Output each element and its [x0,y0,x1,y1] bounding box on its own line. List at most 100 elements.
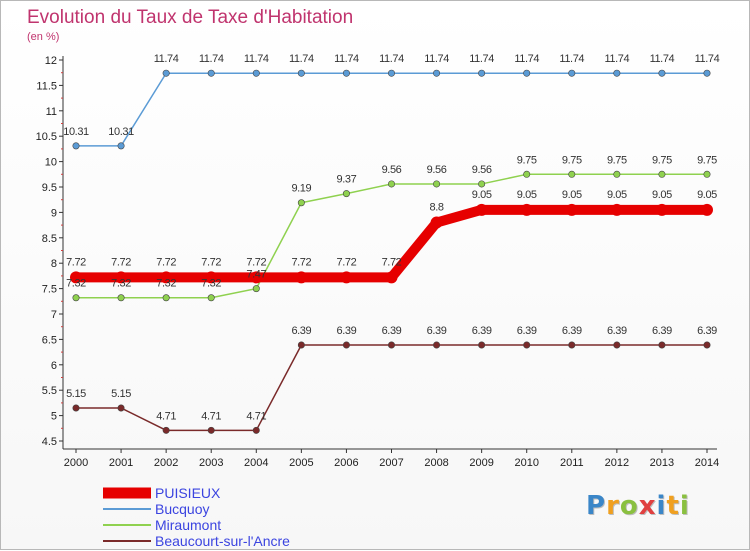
data-point [342,69,350,77]
data-label: 7.72 [111,256,131,268]
y-tick-label: 5.5 [42,385,57,397]
data-point [162,69,170,77]
data-point [703,69,711,77]
y-tick-label: 7.5 [42,284,57,296]
data-label: 9.75 [607,154,627,166]
data-label: 7.32 [111,278,131,290]
data-point [70,271,82,284]
data-point [297,69,305,77]
chart-subtitle: (en %) [27,31,60,43]
data-label: 4.71 [246,410,266,422]
data-point [478,180,486,188]
data-label: 11.74 [695,53,720,65]
logo-letter: i [679,491,690,521]
x-tick-label: 2010 [514,457,538,469]
legend-label: Beaucourt-sur-l'Ancre [155,533,290,549]
data-label: 6.39 [562,325,582,337]
y-tick-label: 9 [51,207,57,219]
data-point [658,170,666,178]
legend-label: Miraumont [155,517,222,533]
data-label: 9.05 [697,189,717,201]
data-label: 9.05 [652,189,672,201]
data-label: 9.05 [517,189,537,201]
data-label: 11.74 [244,53,269,65]
data-point [568,170,576,178]
data-point [162,294,170,302]
data-label: 4.71 [156,410,176,422]
legend-swatch [103,540,151,542]
logo-letter: r [606,491,620,521]
data-label: 9.75 [562,154,582,166]
data-point [610,203,623,216]
y-tick-label: 10 [45,157,57,169]
y-tick-label: 5 [51,411,57,423]
data-label: 9.75 [517,154,537,166]
y-tick-label: 9.5 [42,182,57,194]
x-tick-label: 2006 [334,457,358,469]
x-tick-label: 2001 [109,457,133,469]
data-label: 4.71 [201,410,221,422]
data-label: 11.74 [334,53,359,65]
data-point [297,341,305,349]
data-label: 11.74 [199,53,224,65]
data-label: 11.74 [469,53,494,65]
x-tick-label: 2013 [650,457,674,469]
data-label: 7.72 [66,256,86,268]
data-label: 9.56 [427,164,447,176]
data-point [475,203,488,216]
data-label: 9.05 [472,189,492,201]
data-label: 6.39 [382,325,402,337]
data-point [520,203,533,216]
data-label: 10.31 [63,126,89,138]
data-label: 8.8 [430,202,444,214]
data-point [658,69,666,77]
data-point [115,271,128,284]
data-label: 7.72 [382,256,402,268]
x-tick-label: 2009 [469,457,493,469]
data-label: 7.72 [201,256,221,268]
data-label: 11.74 [154,53,179,65]
data-point [430,216,443,229]
x-tick-label: 2002 [154,457,178,469]
proxiti-logo: Proxiti [586,491,690,521]
data-point [340,271,353,284]
data-point [568,341,576,349]
data-point [433,69,441,77]
logo-letter: x [638,491,657,521]
data-point [387,69,395,77]
data-point [72,294,80,302]
x-tick-label: 2003 [199,457,223,469]
data-point [295,271,308,284]
data-label: 6.39 [337,325,357,337]
data-point [162,426,170,434]
data-label: 6.39 [517,325,537,337]
data-point [523,170,531,178]
data-label: 11.74 [289,53,314,65]
data-label: 7.32 [156,278,176,290]
data-label: 6.39 [697,325,717,337]
y-tick-label: 4.5 [42,436,57,448]
legend-label: Bucquoy [155,501,210,517]
data-label: 9.37 [337,174,357,186]
data-label: 7.72 [156,256,176,268]
x-tick-label: 2005 [289,457,313,469]
data-label: 9.75 [652,154,672,166]
data-label: 6.39 [427,325,447,337]
data-label: 7.72 [337,256,357,268]
data-label: 9.75 [697,154,717,166]
y-tick-label: 8 [51,258,57,270]
data-point [117,404,125,412]
data-point [252,426,260,434]
data-label: 7.72 [246,256,266,268]
y-tick-label: 7 [51,309,57,321]
logo-letter: t [666,491,680,521]
data-point [701,203,713,216]
data-label: 5.15 [66,388,86,400]
logo-letter: i [656,491,667,521]
data-point [117,294,125,302]
data-point [117,142,125,150]
y-tick-label: 6.5 [42,334,57,346]
logo-letter: o [619,491,639,521]
